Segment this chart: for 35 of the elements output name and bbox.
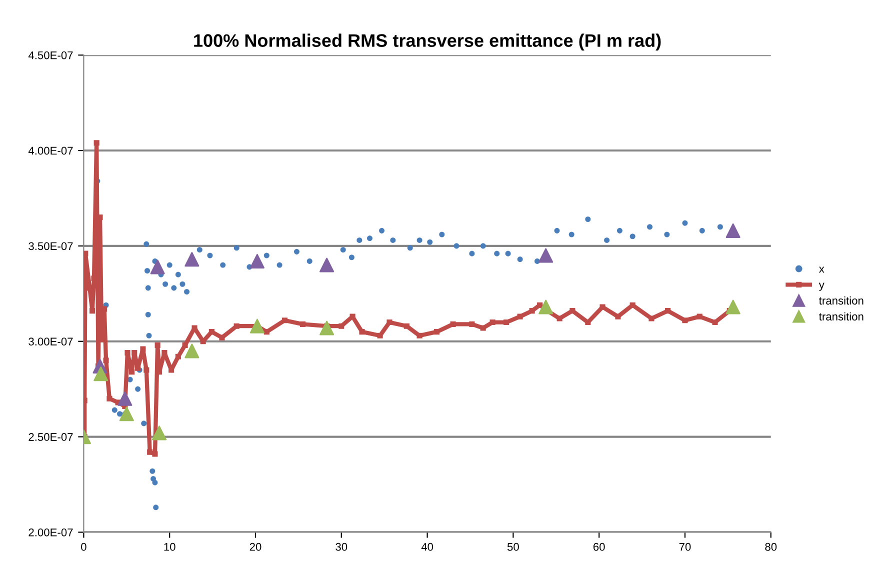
- legend-label: y: [818, 282, 824, 291]
- x-tick-label: 0: [81, 542, 86, 551]
- point: [320, 258, 334, 272]
- point: [184, 344, 200, 358]
- x-tick-label: 80: [765, 542, 777, 551]
- legend-label: transition: [819, 296, 864, 305]
- point: [118, 391, 132, 406]
- y-tick-label: 2.50E-07: [28, 433, 73, 441]
- x-tick-label: 70: [679, 542, 691, 551]
- point: [538, 300, 554, 314]
- legend-label: x: [818, 266, 824, 273]
- point: [250, 318, 264, 334]
- point: [320, 320, 334, 336]
- point: [119, 406, 134, 422]
- x-tick-label: 40: [421, 542, 434, 551]
- point: [726, 300, 740, 314]
- point: [250, 254, 264, 268]
- y-tick-label: 4.50E-07: [28, 51, 73, 60]
- y-tick-label: 3.50E-07: [28, 242, 73, 250]
- point: [726, 223, 740, 238]
- x-tick-label: 20: [250, 542, 262, 551]
- point: [538, 248, 554, 263]
- point: [152, 426, 167, 440]
- x-tick-label: 30: [336, 542, 348, 551]
- y-tick-label: 3.00E-07: [28, 338, 73, 346]
- y-tick-label: 4.00E-07: [28, 146, 73, 155]
- x-tick-label: 50: [507, 542, 519, 551]
- y-tick-label: 2.00E-07: [28, 528, 73, 536]
- x-tick-label: 10: [164, 542, 176, 551]
- x-tick-label: 60: [593, 542, 605, 551]
- point: [94, 366, 108, 382]
- legend-label: transition: [819, 312, 864, 321]
- point: [184, 252, 200, 267]
- point: [150, 260, 165, 274]
- chart-title: 100% Normalised RMS transverse emittance (PI m rad): [194, 34, 661, 51]
